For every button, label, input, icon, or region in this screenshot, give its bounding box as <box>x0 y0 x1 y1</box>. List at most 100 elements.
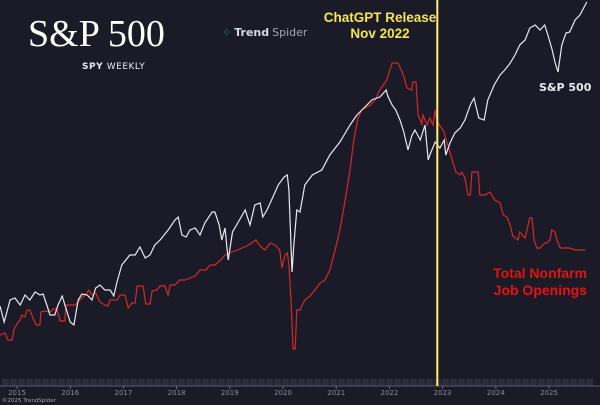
volume-bar <box>170 379 177 386</box>
job-openings-label-line2: Job Openings <box>493 282 587 298</box>
volume-bar <box>418 379 425 386</box>
x-tick-label: 2023 <box>434 389 452 397</box>
chatgpt-annotation: ChatGPT Release Nov 2022 <box>305 10 455 42</box>
volume-bar <box>514 379 521 386</box>
sp500-series-label: S&P 500 <box>539 81 592 94</box>
volume-bar <box>66 379 73 386</box>
x-axis-ticks: 2015 2016 2017 2018 2019 2020 2021 2022 2023 2024… <box>8 386 558 397</box>
x-tick-label: 2019 <box>221 389 239 397</box>
annotation-line1: ChatGPT Release <box>323 10 437 25</box>
volume-bar <box>154 379 161 386</box>
job-openings-line <box>0 62 586 350</box>
volume-bar <box>10 379 17 386</box>
volume-bar <box>146 379 153 386</box>
x-tick-label: 2022 <box>380 389 398 397</box>
volume-bar <box>346 379 353 386</box>
volume-bar <box>482 379 489 386</box>
volume-bar <box>226 379 233 386</box>
volume-bar <box>242 379 249 386</box>
volume-bar <box>58 379 65 386</box>
volume-bar <box>34 379 41 386</box>
sp500-line <box>0 1 588 327</box>
volume-bar <box>546 379 553 386</box>
volume-bar <box>74 379 81 386</box>
volume-bar <box>538 379 545 386</box>
chart-subtitle: SPY WEEKLY <box>82 62 145 73</box>
volume-bar <box>338 379 345 386</box>
volume-bar <box>466 379 473 386</box>
volume-bar <box>178 379 185 386</box>
x-tick-label: 2025 <box>540 389 558 397</box>
spider-icon: ⁘ <box>222 26 232 39</box>
volume-strip <box>2 379 593 386</box>
x-tick-label: 2016 <box>61 389 79 397</box>
volume-bar <box>370 379 377 386</box>
ticker: SPY <box>82 62 104 72</box>
volume-bar <box>306 379 313 386</box>
volume-bar <box>282 379 289 386</box>
volume-bar <box>474 379 481 386</box>
volume-bar <box>274 379 281 386</box>
x-tick-label: 2021 <box>327 389 345 397</box>
volume-bar <box>562 379 569 386</box>
volume-bar <box>234 379 241 386</box>
volume-bar <box>426 379 433 386</box>
volume-bar <box>122 379 129 386</box>
volume-bar <box>138 379 145 386</box>
volume-bar <box>42 379 49 386</box>
trendspider-logo: ⁘ Trend Spider <box>222 26 307 39</box>
volume-bar <box>522 379 529 386</box>
x-tick-label: 2017 <box>114 389 132 397</box>
x-tick-label: 2020 <box>274 389 292 397</box>
volume-bar <box>26 379 33 386</box>
volume-bar <box>330 379 337 386</box>
volume-bar <box>82 379 89 386</box>
annotation-line2: Nov 2022 <box>350 26 410 41</box>
volume-bar <box>114 379 121 386</box>
x-tick-label: 2024 <box>487 389 505 397</box>
volume-bar <box>210 379 217 386</box>
volume-bar <box>498 379 505 386</box>
timeframe: WEEKLY <box>106 62 146 72</box>
volume-bar <box>410 379 417 386</box>
volume-bar <box>130 379 137 386</box>
volume-bar <box>458 379 465 386</box>
volume-bar <box>258 379 265 386</box>
volume-bar <box>450 379 457 386</box>
job-openings-label-line1: Total Nonfarm <box>493 265 587 281</box>
volume-bar <box>378 379 385 386</box>
volume-bar <box>50 379 57 386</box>
volume-bar <box>298 379 305 386</box>
volume-bar <box>362 379 369 386</box>
volume-bar <box>106 379 113 386</box>
volume-bar <box>186 379 193 386</box>
volume-bar <box>586 379 593 386</box>
volume-bar <box>554 379 561 386</box>
logo-bold: Trend <box>234 26 270 39</box>
volume-bar <box>194 379 201 386</box>
x-tick-label: 2018 <box>168 389 186 397</box>
x-tick-label: 2015 <box>8 389 26 397</box>
volume-bar <box>98 379 105 386</box>
volume-bar <box>322 379 329 386</box>
volume-bar <box>290 379 297 386</box>
volume-bar <box>490 379 497 386</box>
volume-bar <box>570 379 577 386</box>
volume-bar <box>266 379 273 386</box>
volume-bar <box>162 379 169 386</box>
volume-bar <box>218 379 225 386</box>
volume-bar <box>18 379 25 386</box>
volume-bar <box>386 379 393 386</box>
volume-bar <box>2 379 9 386</box>
volume-bar <box>394 379 401 386</box>
volume-bar <box>90 379 97 386</box>
volume-bar <box>506 379 513 386</box>
volume-bar <box>250 379 257 386</box>
logo-light: Spider <box>272 26 308 39</box>
volume-bar <box>578 379 585 386</box>
chart-title: S&P 500 <box>28 13 165 55</box>
job-openings-series-label: Total Nonfarm Job Openings <box>493 265 587 299</box>
volume-bar <box>354 379 361 386</box>
